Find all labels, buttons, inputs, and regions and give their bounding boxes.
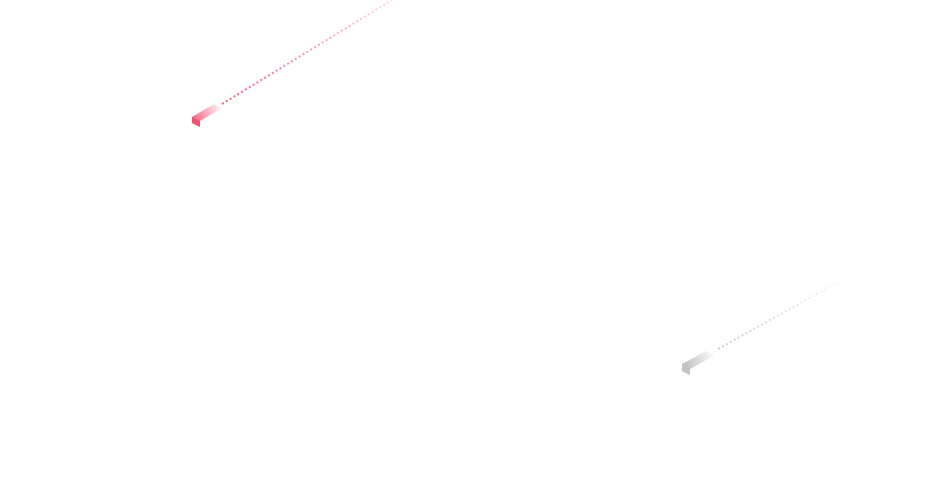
red-comet-trail (221, 0, 393, 105)
gray-comet-trail (717, 279, 843, 350)
red-comet (192, 0, 393, 127)
red-comet-head-face (192, 117, 200, 127)
gray-comet (682, 279, 843, 375)
gray-comet-head-face (682, 364, 690, 375)
gray-comet-head (682, 351, 715, 375)
